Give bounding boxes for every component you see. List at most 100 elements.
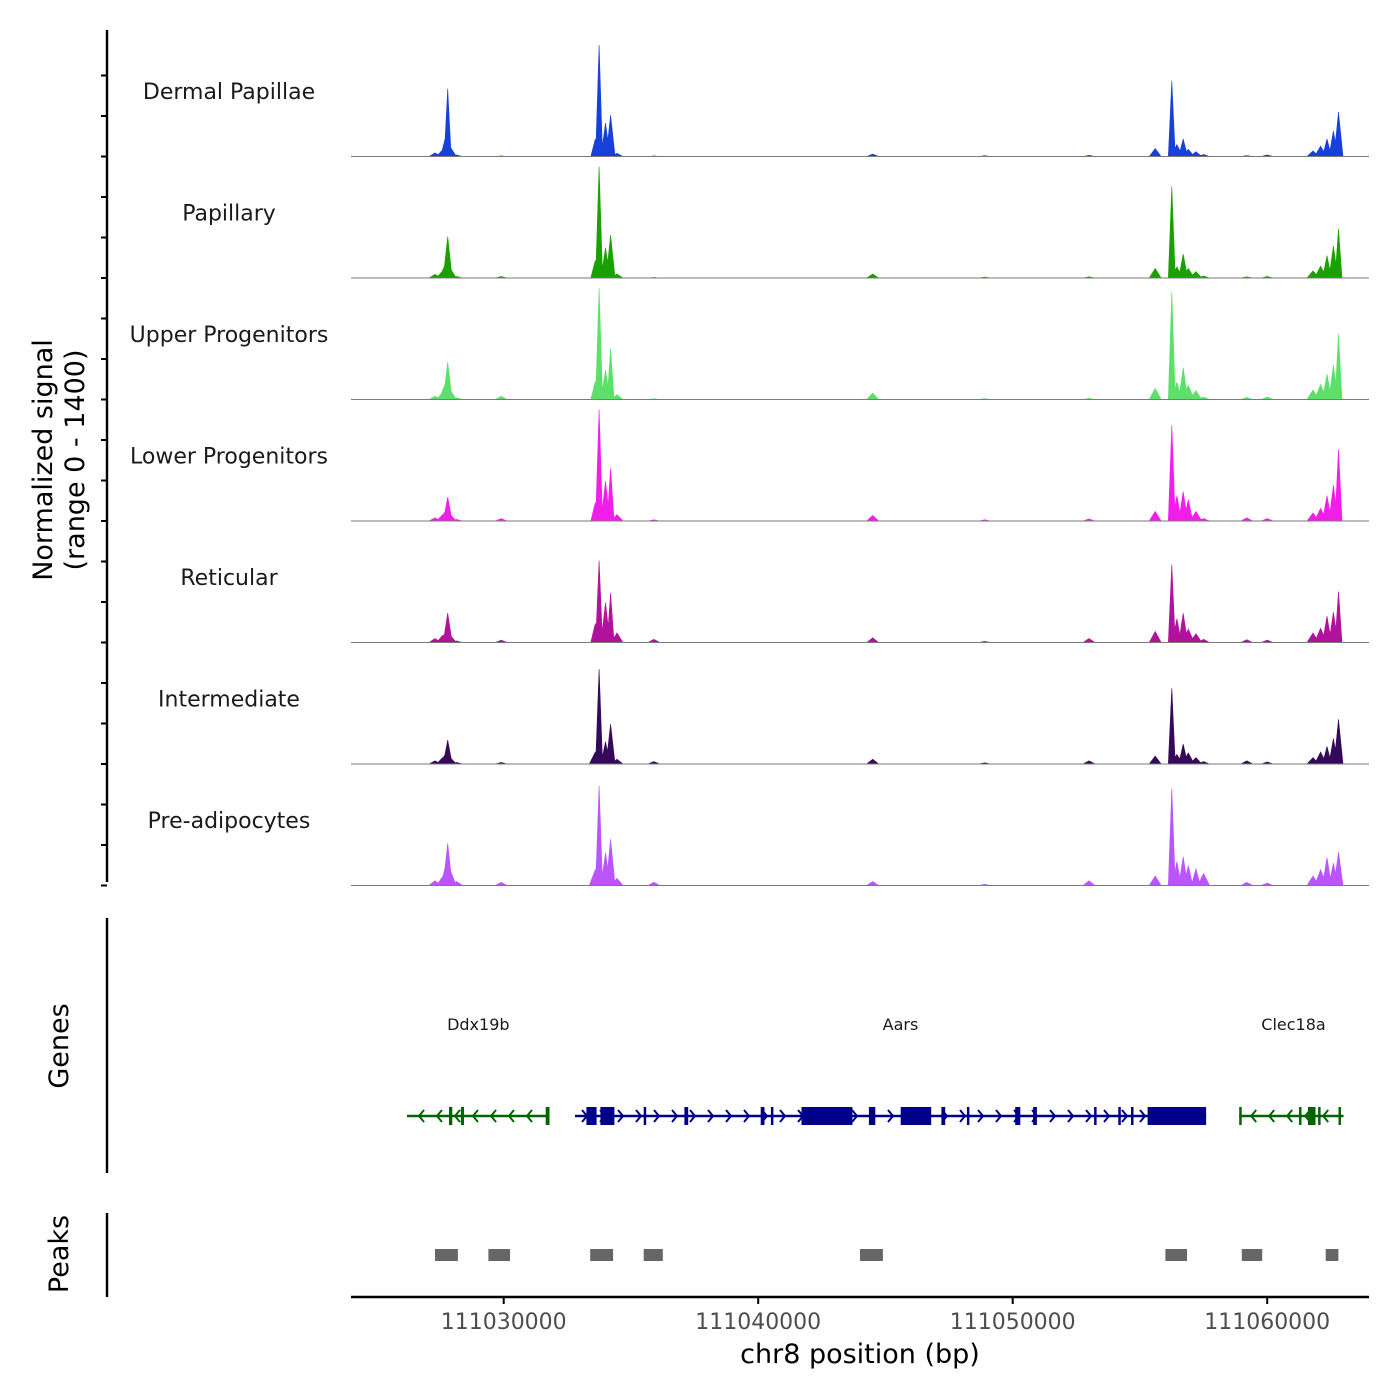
gene-models: Ddx19b Aars Clec18a [406,1015,1344,1125]
exon [1094,1107,1097,1125]
strand-arrow [1267,1109,1275,1123]
strand-arrow [417,1109,425,1123]
strand-arrow [1249,1109,1257,1123]
strand-arrow [689,1109,697,1123]
strand-arrow [887,1109,895,1123]
exon [1307,1107,1316,1125]
exon [643,1107,647,1125]
exon [1131,1107,1134,1125]
exon [801,1107,853,1125]
exon [449,1107,453,1125]
exon [770,1107,774,1125]
exon [966,1107,970,1125]
exon [545,1107,550,1125]
exon [760,1107,765,1125]
peak-region [1241,1249,1263,1261]
track-upper-progenitors: Upper Progenitors [130,287,1369,400]
peak-regions [435,1249,1339,1261]
y-axis-title: Normalized signal [28,339,59,581]
strand-arrow [707,1109,715,1123]
strand-arrow [1139,1109,1147,1123]
exon [460,1107,464,1125]
strand-arrow [671,1109,679,1123]
exon [1299,1107,1302,1125]
exon [868,1107,876,1125]
y-axis: Normalized signal (range 0 - 1400) [28,30,109,887]
track-lower-progenitors: Lower Progenitors [130,409,1369,522]
signal-area [351,669,1369,765]
exon [1118,1107,1121,1125]
track-reticular: Reticular [180,560,1369,643]
strand-arrow [1285,1109,1293,1123]
strand-arrow [1121,1109,1129,1123]
strand-arrow [653,1109,661,1123]
strand-arrow [959,1109,967,1123]
genes-panel: Genes Ddx19b Aars Clec18a [44,918,1344,1173]
gene-ddx19b: Ddx19b [406,1015,550,1125]
signal-area [351,409,1369,522]
strand-arrow [489,1109,497,1123]
gene-aars: Aars [574,1015,1207,1125]
gene-label: Clec18a [1261,1015,1325,1034]
strand-arrow [1085,1109,1093,1123]
x-axis-ticks: 111030000 111040000 111050000 111060000 [441,1297,1330,1335]
strand-arrow [977,1109,985,1123]
track-intermediate: Intermediate [158,669,1369,765]
track-papillary: Papillary [182,166,1369,279]
exon [586,1107,597,1125]
peak-region [1325,1249,1339,1261]
exon [1239,1107,1242,1125]
signal-area [351,166,1369,279]
x-axis-title: chr8 position (bp) [740,1339,980,1370]
track-label: Intermediate [158,688,300,713]
strand-arrow [507,1109,515,1123]
strand-arrow [851,1109,859,1123]
peak-region [643,1249,663,1261]
strand-arrow [471,1109,479,1123]
y-axis-range: (range 0 - 1400) [60,350,91,571]
exon [941,1107,946,1125]
strand-arrow [1103,1109,1111,1123]
exon [600,1107,615,1125]
exon [684,1107,689,1125]
strand-arrow [1067,1109,1075,1123]
gene-label: Ddx19b [447,1015,509,1034]
x-tick-label: 111040000 [695,1310,821,1335]
track-dermal-papillae: Dermal Papillae [143,44,1369,157]
track-label: Reticular [180,566,278,591]
x-tick-label: 111030000 [441,1310,567,1335]
x-axis: 111030000 111040000 111050000 111060000 chr… [351,1295,1369,1370]
peaks-panel-title: Peaks [44,1215,75,1293]
track-label: Lower Progenitors [130,445,328,470]
strand-arrow [525,1109,533,1123]
strand-arrow [995,1109,1003,1123]
strand-arrow [743,1109,751,1123]
exon [1318,1107,1321,1125]
x-tick-label: 111060000 [1204,1310,1330,1335]
strand-arrow [1321,1109,1329,1123]
track-label: Pre-adipocytes [148,809,311,834]
track-pre-adipocytes: Pre-adipocytes [148,785,1369,886]
exon [1147,1107,1207,1125]
genes-panel-title: Genes [44,1003,75,1088]
peak-region [1165,1249,1187,1261]
exon [1033,1107,1037,1125]
strand-arrow [635,1109,643,1123]
strand-arrow [435,1109,443,1123]
signal-area [351,560,1369,643]
track-label: Dermal Papillae [143,80,315,105]
peak-region [860,1249,883,1261]
strand-arrow [1049,1109,1057,1123]
exon [1338,1107,1341,1125]
peak-region [488,1249,510,1261]
track-label: Upper Progenitors [130,323,329,348]
signal-area [351,785,1369,886]
strand-arrow [617,1109,625,1123]
exon [900,1107,932,1125]
strand-arrow [779,1109,787,1123]
gene-clec18a: Clec18a [1239,1015,1344,1125]
signal-area [351,44,1369,157]
track-label: Papillary [182,202,276,227]
peak-region [590,1249,614,1261]
